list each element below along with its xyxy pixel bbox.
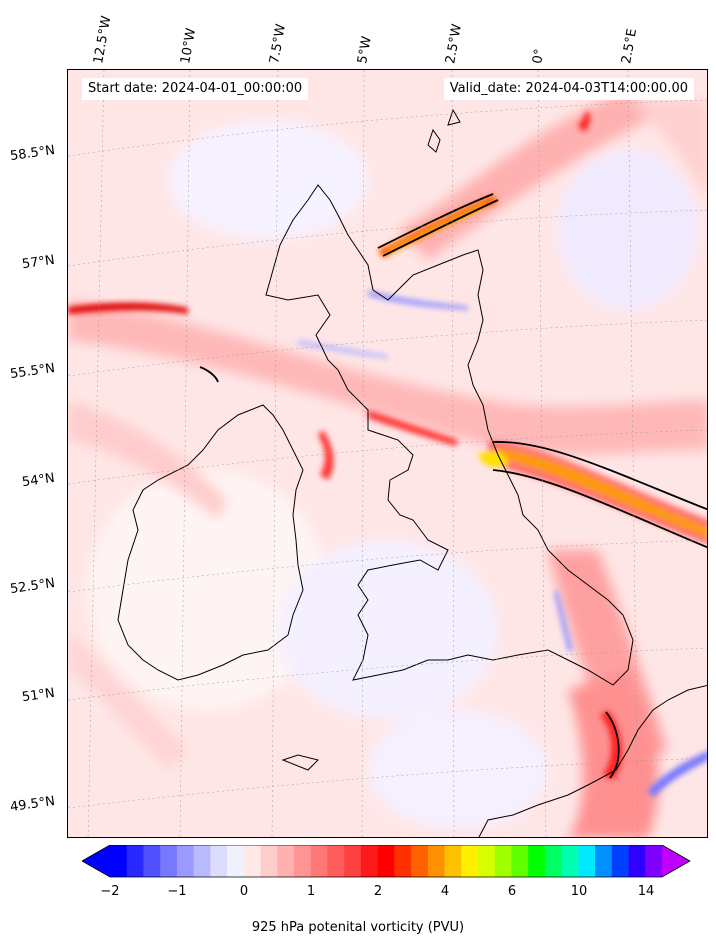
colorbar-cell [277, 845, 295, 877]
longitude-label: 2.5°E [619, 27, 641, 66]
colorbar-cell [561, 845, 579, 877]
latitude-label: 55.5°N [9, 360, 56, 383]
colorbar-cell [611, 845, 630, 877]
colorbar-cells [110, 845, 663, 877]
colorbar-cell [377, 845, 395, 877]
latitude-label: 49.5°N [9, 793, 56, 816]
colorbar-outline [82, 845, 691, 878]
colorbar-cell [176, 845, 195, 877]
colorbar-cell [344, 845, 362, 877]
latitude-label: 52.5°N [9, 575, 56, 598]
colorbar-cell [645, 845, 663, 877]
colorbar-cell [628, 845, 646, 877]
colorbar-cell [143, 845, 161, 877]
pv-contour-map [68, 70, 707, 837]
longitude-label: 12.5°W [91, 14, 115, 65]
graticule [68, 70, 707, 837]
colorbar-tick-label: −2 [100, 884, 120, 899]
start-date-label: Start date: 2024-04-01_00:00:00 [82, 78, 309, 100]
longitude-label: 0° [530, 47, 548, 65]
colorbar-tick-label: 10 [570, 884, 588, 899]
colorbar-cell [160, 845, 178, 877]
colorbar-tick-label: 6 [507, 884, 517, 899]
colorbar-title: 925 hPa potenital vorticity (PVU) [251, 920, 465, 935]
longitude-label: 7.5°W [267, 22, 289, 66]
colorbar-tick-label: −1 [167, 884, 187, 899]
colorbar-cell [310, 845, 329, 877]
colorbar-cell [494, 845, 513, 877]
colorbar-cell [528, 845, 546, 877]
latitude-label: 58.5°N [9, 142, 56, 165]
longitude-label: 2.5°W [443, 22, 465, 66]
colorbar-cell [427, 845, 446, 877]
map-plot-area [67, 69, 708, 838]
pv-2-contours [199, 193, 707, 779]
colorbar-cell [294, 845, 312, 877]
colorbar-cell [227, 845, 245, 877]
colorbar-over-arrow [662, 845, 690, 877]
colorbar-cell [210, 845, 228, 877]
colorbar-tick-label: 0 [239, 884, 249, 899]
colorbar-under-arrow [82, 845, 110, 877]
colorbar-cell [578, 845, 596, 877]
colorbar [82, 845, 691, 878]
latitude-label: 51°N [21, 685, 56, 706]
colorbar-cell [243, 845, 262, 877]
colorbar-cell [110, 845, 128, 877]
colorbar-cell [327, 845, 345, 877]
colorbar-cell [544, 845, 563, 877]
colorbar-cell [360, 845, 379, 877]
colorbar-cell [595, 845, 613, 877]
latitude-label: 57°N [21, 252, 56, 273]
colorbar-cell [411, 845, 429, 877]
coastlines [117, 108, 707, 837]
colorbar-cell [461, 845, 479, 877]
longitude-label: 5°W [355, 35, 375, 65]
colorbar-tick-label: 1 [306, 884, 316, 899]
longitude-label: 10°W [178, 27, 200, 65]
colorbar-cell [193, 845, 211, 877]
colorbar-cell [511, 845, 529, 877]
colorbar-tick-label: 4 [440, 884, 450, 899]
colorbar-tick-label: 2 [373, 884, 383, 899]
latitude-label: 54°N [21, 470, 56, 491]
colorbar-cell [444, 845, 462, 877]
colorbar-cell [394, 845, 412, 877]
valid-date-label: Valid_date: 2024-04-03T14:00:00.00 [443, 78, 694, 100]
colorbar-cell [126, 845, 145, 877]
colorbar-cell [478, 845, 496, 877]
colorbar-tick-label: 14 [637, 884, 655, 899]
colorbar-cell [260, 845, 278, 877]
